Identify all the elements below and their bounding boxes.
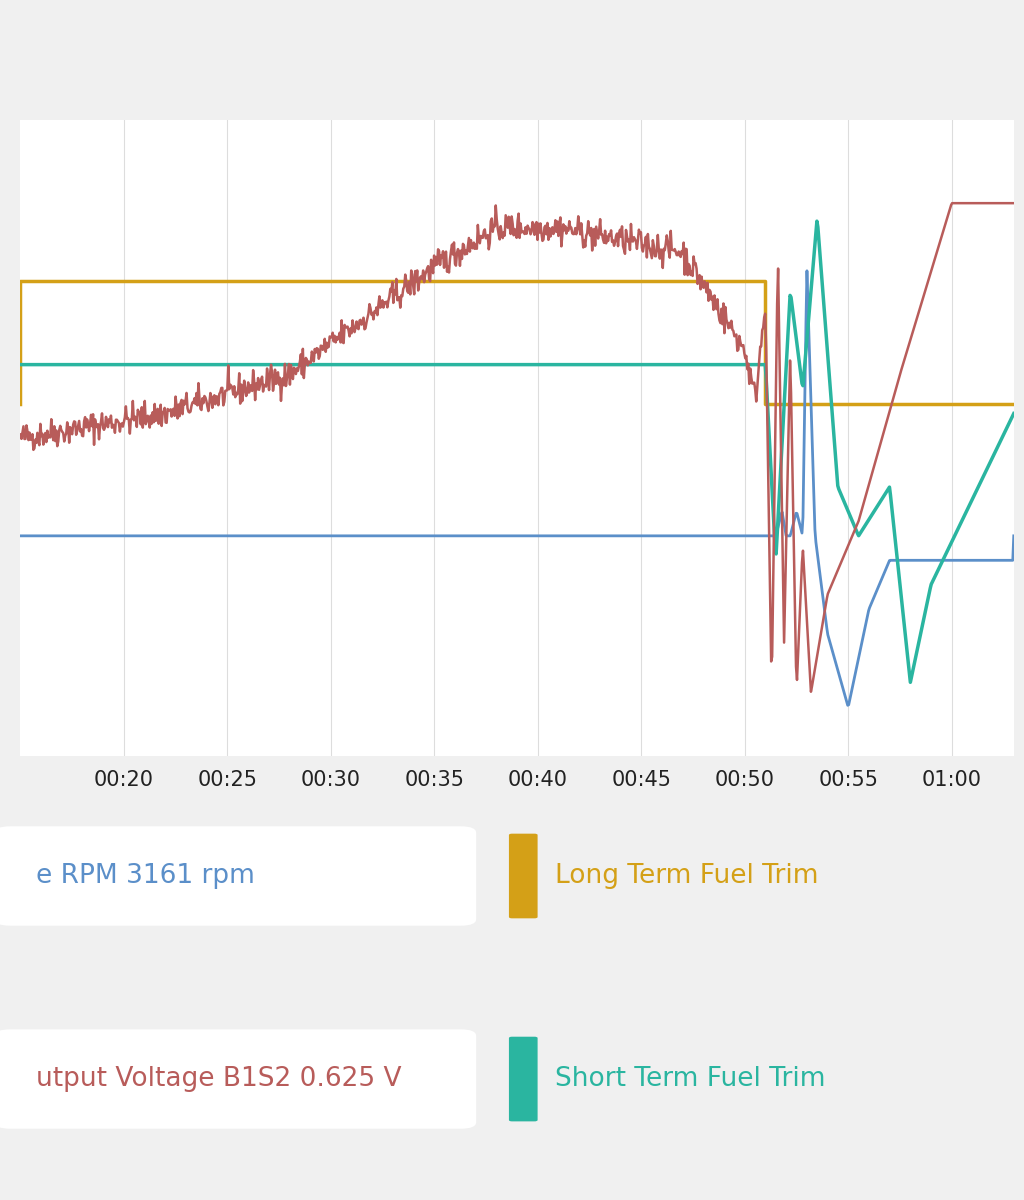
Text: Short Term Fuel Trim: Short Term Fuel Trim: [555, 1066, 825, 1092]
FancyBboxPatch shape: [0, 827, 476, 925]
FancyBboxPatch shape: [0, 1030, 476, 1129]
Text: e RPM 3161 rpm: e RPM 3161 rpm: [36, 863, 255, 889]
FancyBboxPatch shape: [509, 834, 538, 918]
Text: Long Term Fuel Trim: Long Term Fuel Trim: [555, 863, 818, 889]
Text: utput Voltage B1S2 0.625 V: utput Voltage B1S2 0.625 V: [36, 1066, 401, 1092]
FancyBboxPatch shape: [509, 1037, 538, 1121]
